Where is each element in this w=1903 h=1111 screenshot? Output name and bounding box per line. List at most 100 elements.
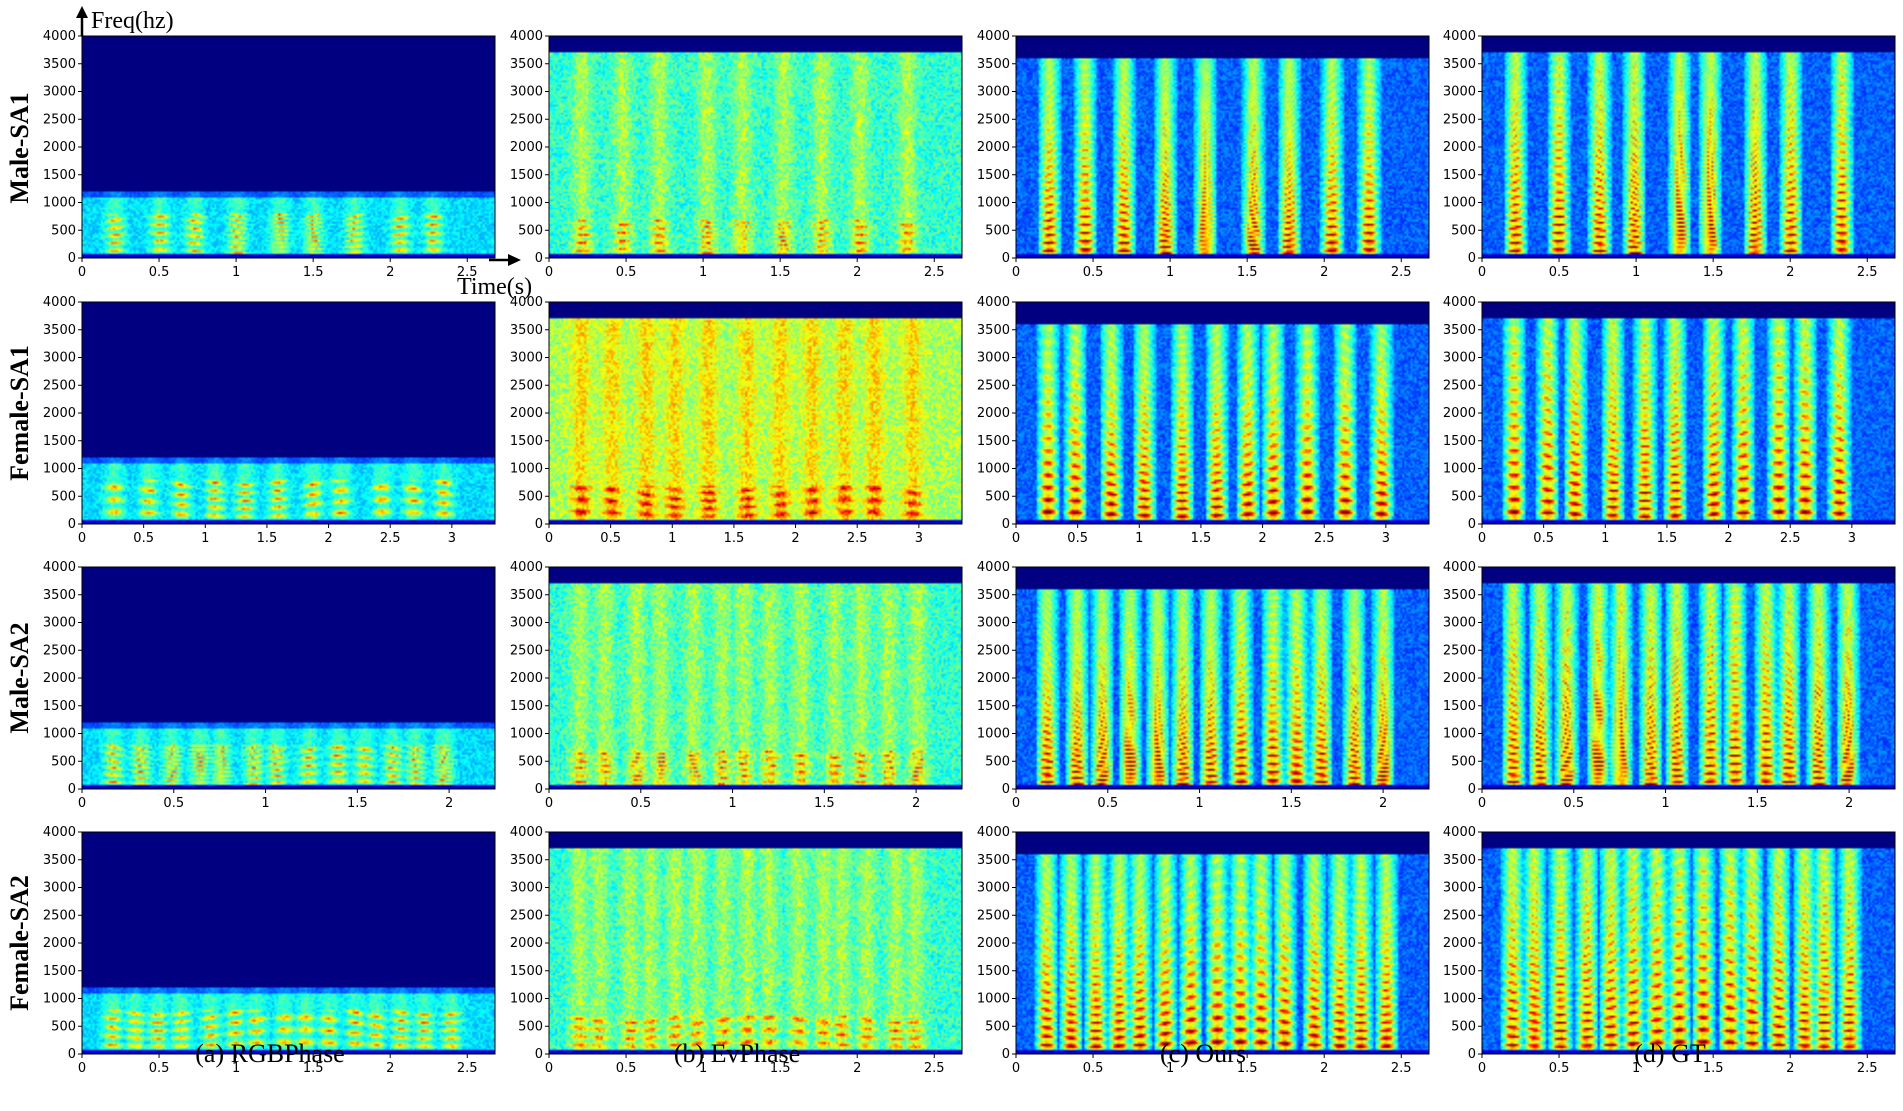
x-tick-label: 2.5	[1857, 265, 1878, 280]
y-tick-label: 500	[985, 223, 1010, 238]
y-tick-label: 4000	[510, 295, 543, 310]
spectrogram-panel: 0 500 1000 1500 2000 2500 3000 3500 4000 0 0.5 1 1.5…	[1443, 825, 1896, 1076]
x-tick-label: 1	[699, 1061, 707, 1076]
y-tick-label: 3000	[977, 85, 1010, 100]
y-tick-label: 0	[1468, 782, 1476, 797]
x-tick-label: 0	[545, 265, 553, 280]
x-tick-label: 1.5	[1703, 1061, 1724, 1076]
x-tick-label: 1	[699, 265, 707, 280]
spectrogram-heatmap	[549, 567, 962, 789]
y-tick-label: 3500	[43, 323, 76, 338]
x-tick-label: 0	[78, 1061, 86, 1076]
spectrogram-panel: 0 500 1000 1500 2000 2500 3000 3500 4000 0 0.5 1 1.5…	[43, 295, 496, 546]
x-tick-label: 2.5	[1780, 531, 1801, 546]
x-tick-label: 0.5	[616, 1061, 637, 1076]
x-tick-label: 0.5	[1563, 796, 1584, 811]
spectrogram-heatmap	[82, 302, 495, 524]
freq-axis-arrowhead	[76, 6, 88, 18]
y-tick-label: 2500	[510, 112, 543, 127]
y-tick-label: 4000	[43, 295, 76, 310]
x-tick-label: 1.5	[724, 531, 745, 546]
spectrogram-panel: 0 500 1000 1500 2000 2500 3000 3500 4000 0 0.5 1 1.5…	[977, 825, 1430, 1076]
x-tick-label: 2	[324, 531, 332, 546]
spectrogram-panel: 0 500 1000 1500 2000 2500 3000 3500 4000 0 0.5 1 1.5…	[510, 825, 963, 1076]
x-tick-label: 0	[545, 531, 553, 546]
spectrogram-panel: 0 500 1000 1500 2000 2500 3000 3500 4000 0 0.5 1 1.5…	[43, 560, 496, 811]
x-tick-label: 0.5	[1083, 1061, 1104, 1076]
x-tick-label: 1.5	[303, 265, 324, 280]
x-tick-label: 0	[1478, 531, 1486, 546]
x-tick-label: 1	[232, 1061, 240, 1076]
y-tick-label: 3500	[43, 588, 76, 603]
y-tick-label: 3000	[510, 881, 543, 896]
y-tick-label: 1000	[43, 196, 76, 211]
x-tick-label: 1	[232, 265, 240, 280]
y-tick-label: 0	[535, 251, 543, 266]
x-tick-label: 0.5	[149, 1061, 170, 1076]
x-tick-label: 0.5	[149, 265, 170, 280]
spectrogram-heatmap	[549, 832, 962, 1054]
y-tick-label: 4000	[1443, 295, 1476, 310]
y-tick-label: 0	[535, 782, 543, 797]
column-label-rgbphase: (a) RGBPhase	[195, 1039, 344, 1068]
spectrogram-heatmap	[1016, 36, 1429, 258]
y-tick-label: 3000	[43, 85, 76, 100]
x-tick-label: 3	[915, 531, 923, 546]
y-tick-label: 4000	[43, 825, 76, 840]
y-tick-label: 1000	[1443, 727, 1476, 742]
y-tick-label: 3000	[510, 351, 543, 366]
y-tick-label: 500	[985, 754, 1010, 769]
y-tick-label: 1500	[510, 434, 543, 449]
y-tick-label: 2500	[977, 112, 1010, 127]
x-tick-label: 2	[853, 265, 861, 280]
y-tick-label: 2000	[1443, 671, 1476, 686]
x-tick-label: 0	[1012, 1061, 1020, 1076]
y-tick-label: 1500	[43, 434, 76, 449]
y-tick-label: 500	[51, 1019, 76, 1034]
x-tick-label: 2.5	[1391, 1061, 1412, 1076]
y-tick-label: 2500	[977, 378, 1010, 393]
y-tick-label: 500	[1451, 1019, 1476, 1034]
x-tick-label: 2	[1379, 796, 1387, 811]
y-tick-label: 3000	[1443, 85, 1476, 100]
y-tick-label: 0	[1468, 251, 1476, 266]
y-tick-label: 4000	[43, 29, 76, 44]
x-tick-label: 2	[853, 1061, 861, 1076]
x-tick-label: 1.5	[303, 1061, 324, 1076]
y-tick-label: 0	[68, 1047, 76, 1062]
x-tick-label: 0.5	[1533, 531, 1554, 546]
x-tick-label: 0.5	[1549, 1061, 1570, 1076]
y-tick-label: 0	[535, 517, 543, 532]
x-tick-label: 0	[545, 1061, 553, 1076]
y-tick-label: 2000	[43, 406, 76, 421]
x-tick-label: 0	[1478, 796, 1486, 811]
x-tick-label: 1.5	[1703, 265, 1724, 280]
x-tick-label: 1	[1632, 265, 1640, 280]
x-tick-label: 1.5	[814, 796, 835, 811]
y-tick-label: 500	[1451, 489, 1476, 504]
y-tick-label: 4000	[977, 29, 1010, 44]
y-tick-label: 500	[518, 754, 543, 769]
y-tick-label: 4000	[510, 825, 543, 840]
x-tick-label: 2.5	[1314, 531, 1335, 546]
x-tick-label: 1.5	[1237, 265, 1258, 280]
spectrogram-heatmap	[1016, 832, 1429, 1054]
y-tick-label: 4000	[510, 560, 543, 575]
y-tick-label: 1500	[43, 699, 76, 714]
y-tick-label: 2000	[510, 140, 543, 155]
y-tick-label: 1000	[510, 992, 543, 1007]
y-tick-label: 2500	[510, 378, 543, 393]
x-tick-label: 2.5	[457, 265, 478, 280]
y-tick-label: 2000	[977, 936, 1010, 951]
y-tick-label: 0	[1468, 517, 1476, 532]
y-tick-label: 2000	[977, 671, 1010, 686]
y-tick-label: 1500	[43, 964, 76, 979]
x-tick-label: 2	[445, 796, 453, 811]
x-tick-label: 1.5	[347, 796, 368, 811]
y-tick-label: 0	[1468, 1047, 1476, 1062]
y-tick-label: 3500	[1443, 588, 1476, 603]
y-tick-label: 500	[985, 1019, 1010, 1034]
y-tick-label: 3000	[510, 85, 543, 100]
y-tick-label: 500	[518, 223, 543, 238]
